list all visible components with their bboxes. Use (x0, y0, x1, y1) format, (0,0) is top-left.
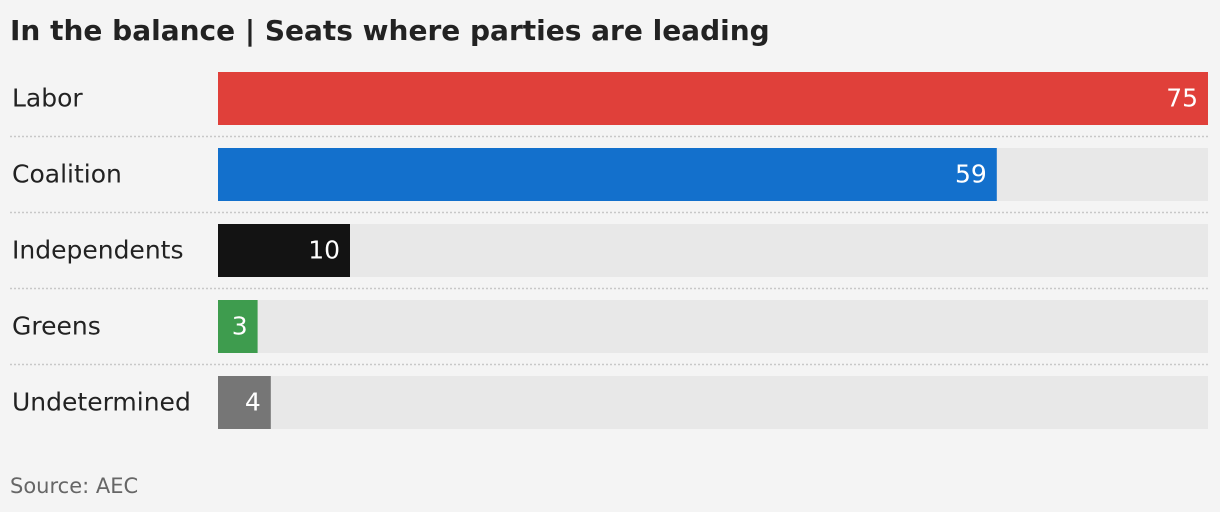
bar-track (218, 300, 1208, 353)
bar (218, 72, 1208, 125)
value-label: 4 (245, 388, 261, 417)
category-label: Coalition (12, 160, 122, 189)
value-label: 59 (955, 160, 987, 189)
category-label: Greens (12, 312, 101, 341)
category-label: Labor (12, 84, 83, 113)
bar-track (218, 376, 1208, 429)
bar (218, 300, 258, 353)
value-label: 10 (308, 236, 340, 265)
category-label: Undetermined (12, 388, 191, 417)
bar (218, 148, 997, 201)
value-label: 3 (232, 312, 248, 341)
bar (218, 376, 271, 429)
chart-title: In the balance | Seats where parties are… (10, 14, 770, 47)
bar-track (218, 224, 1208, 277)
source: Source: AEC (10, 474, 138, 498)
value-label: 75 (1166, 84, 1198, 113)
category-label: Independents (12, 236, 183, 265)
bar (218, 224, 350, 277)
